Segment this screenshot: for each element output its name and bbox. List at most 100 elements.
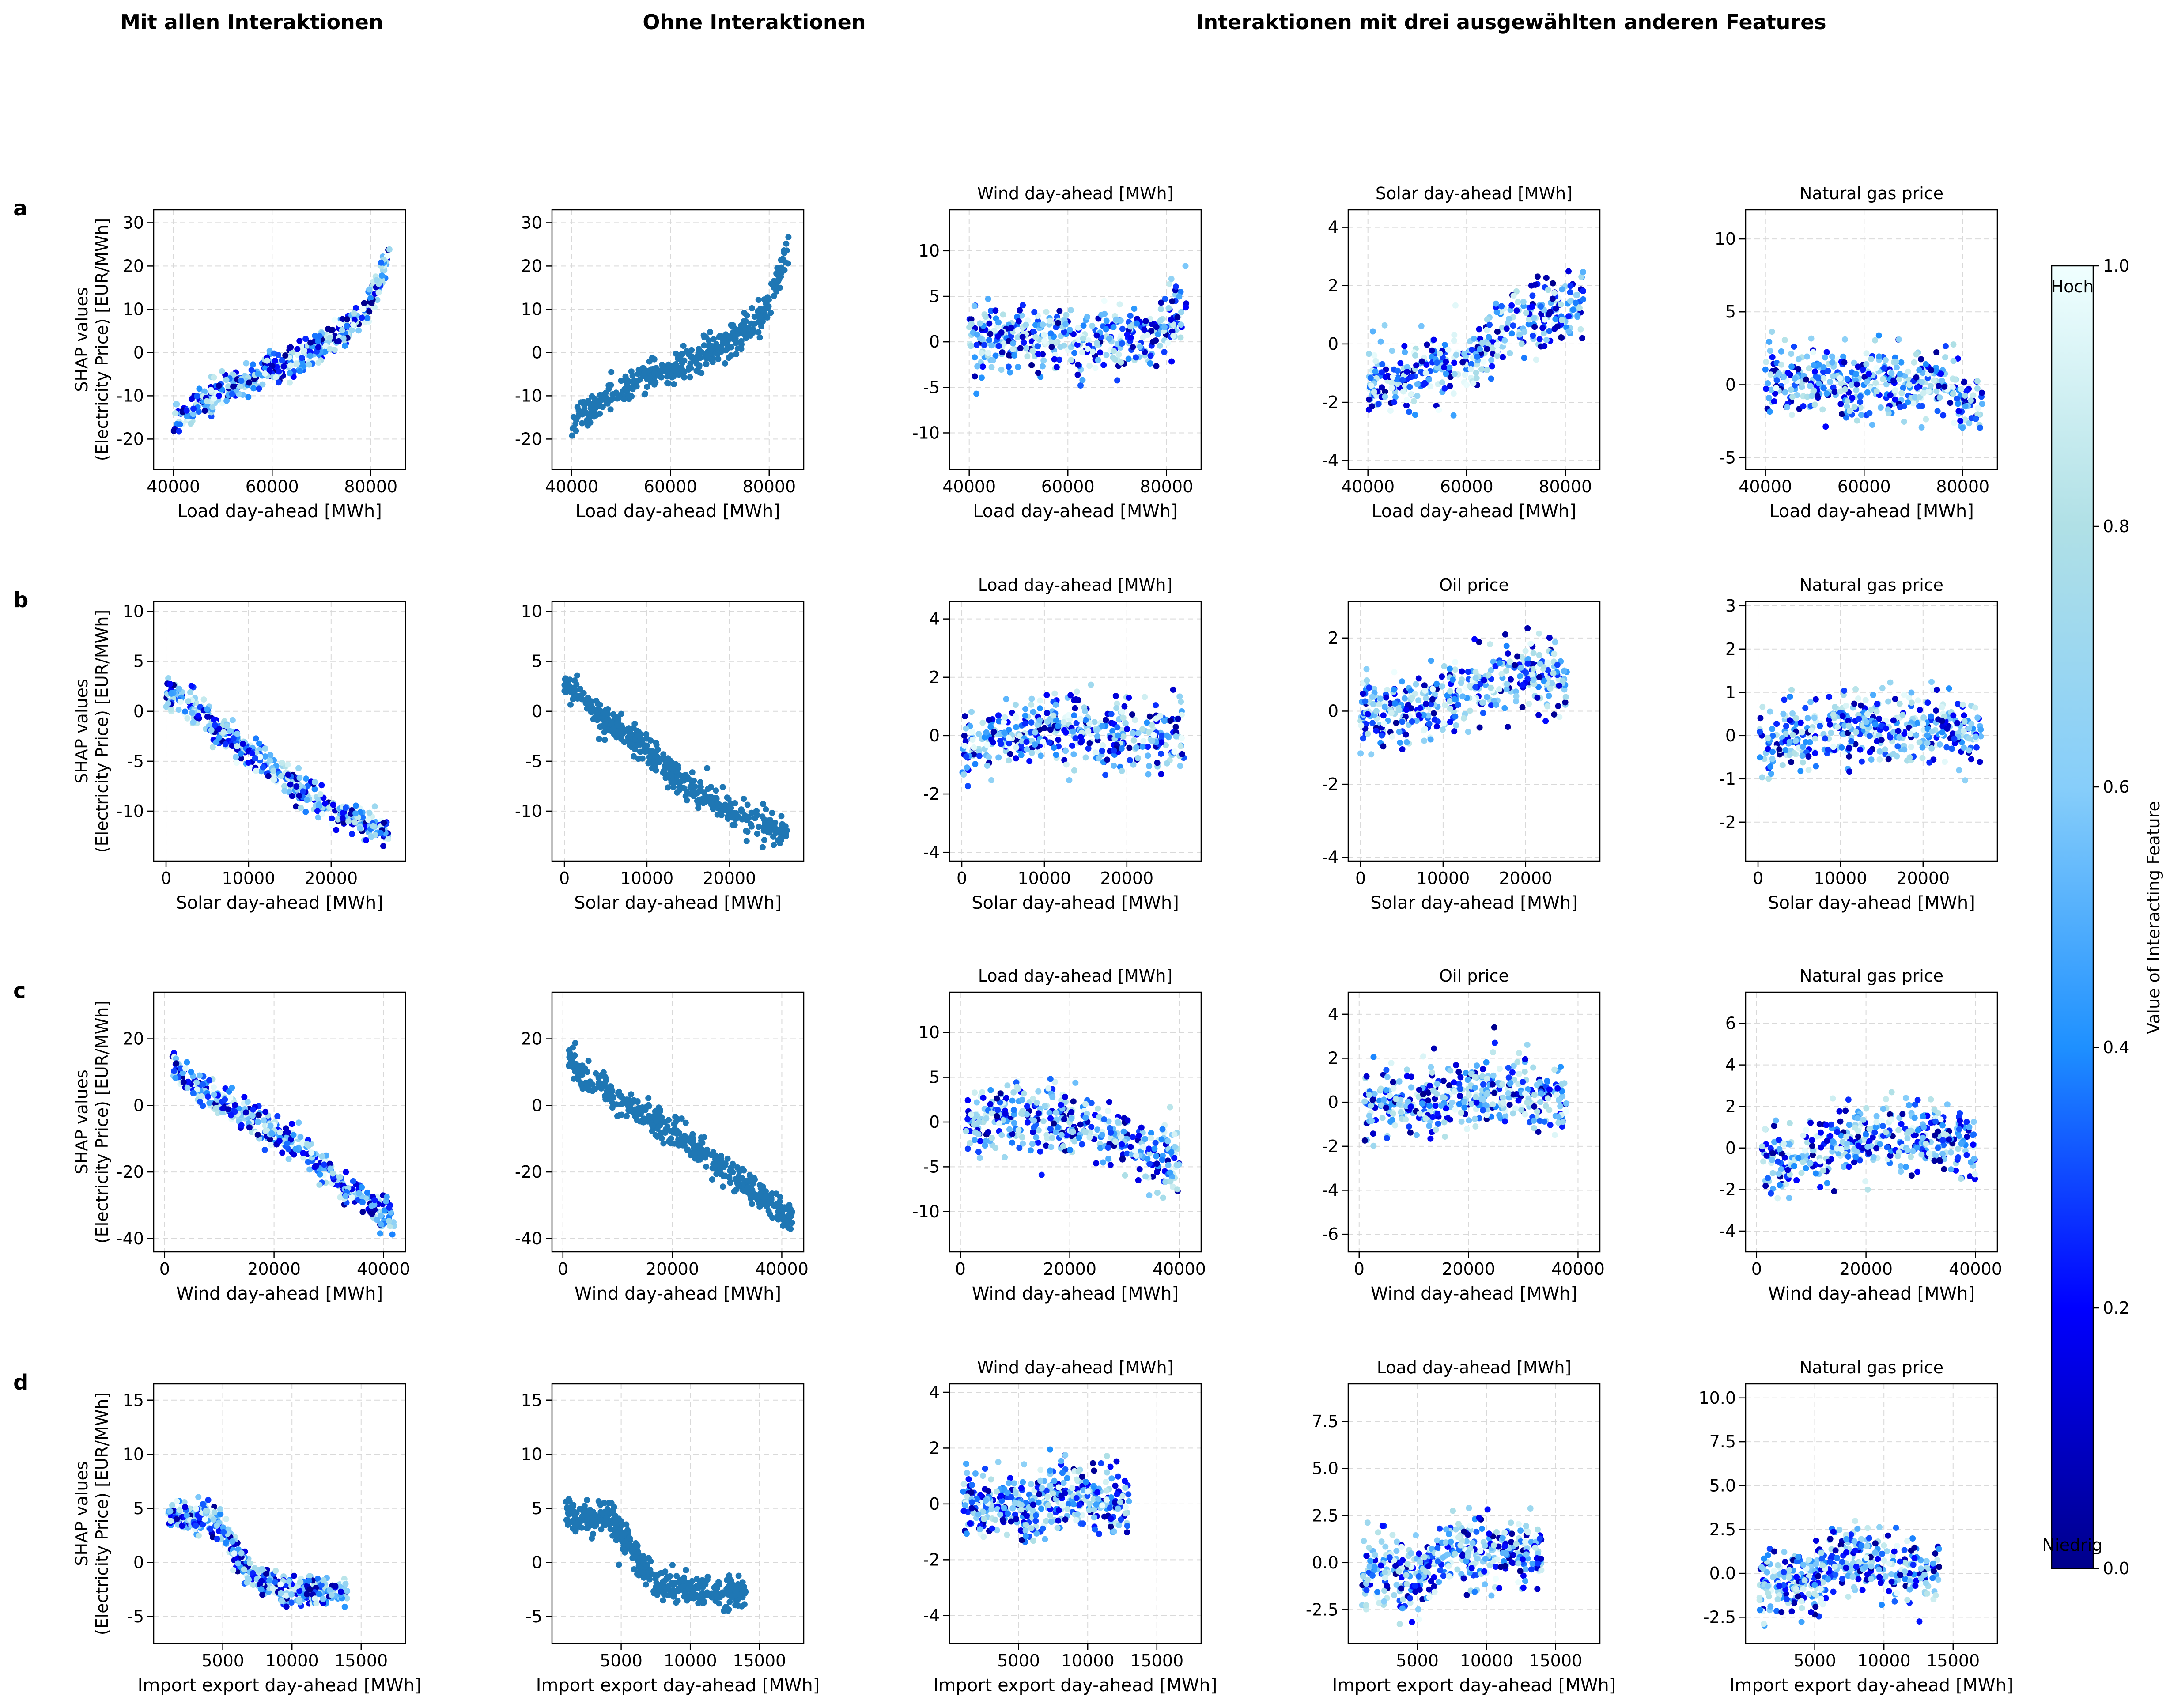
scatter-point — [1179, 735, 1185, 741]
scatter-point — [254, 1132, 261, 1138]
scatter-point — [984, 763, 990, 769]
scatter-point — [1120, 714, 1127, 721]
scatter-point — [775, 837, 781, 844]
scatter-point — [1883, 725, 1889, 732]
scatter-point — [1100, 362, 1107, 368]
scatter-point — [1153, 324, 1160, 330]
scatter-point — [1934, 408, 1941, 414]
scatter-point — [250, 361, 256, 368]
scatter-point — [1515, 299, 1521, 306]
scatter-point — [1934, 687, 1940, 693]
scatter-point — [195, 712, 202, 719]
scatter-point — [1811, 362, 1817, 368]
scatter-point — [784, 827, 790, 834]
scatter-point — [1782, 389, 1788, 396]
scatter-point — [1036, 717, 1043, 724]
scatter-point — [245, 760, 252, 766]
scatter-point — [1450, 412, 1457, 419]
scatter-point — [1401, 343, 1408, 349]
scatter-point — [1877, 404, 1884, 411]
scatter-point — [1459, 668, 1465, 675]
scatter-point — [1063, 312, 1070, 318]
scatter-point — [1504, 681, 1510, 688]
scatter-point — [1543, 275, 1550, 281]
scatter-point — [1905, 399, 1911, 406]
scatter-point — [1567, 289, 1573, 295]
scatter-point — [1800, 759, 1806, 766]
scatter-point — [1409, 718, 1415, 725]
scatter-point — [1134, 755, 1141, 761]
scatter-point — [962, 713, 968, 720]
scatter-point — [1467, 683, 1473, 689]
scatter-point — [1455, 702, 1461, 708]
scatter-point — [1897, 371, 1903, 378]
scatter-point — [1781, 374, 1787, 380]
scatter-point — [1954, 720, 1961, 726]
scatter-point — [188, 1069, 194, 1075]
scatter-point — [1908, 699, 1915, 706]
scatter-point — [386, 1218, 392, 1224]
scatter-point — [1864, 389, 1871, 396]
scatter-point — [266, 367, 273, 374]
scatter-point — [182, 1065, 189, 1072]
scatter-point — [1489, 363, 1495, 370]
scatter-point — [165, 675, 172, 681]
scatter-point — [190, 719, 197, 726]
scatter-point — [1531, 324, 1538, 330]
scatter-point — [1080, 322, 1087, 329]
scatter-point — [1834, 724, 1841, 730]
scatter-point — [276, 368, 282, 375]
scatter-point — [349, 1194, 355, 1201]
scatter-point — [1531, 314, 1537, 321]
scatter-point — [1015, 318, 1022, 325]
scatter-point — [1453, 351, 1459, 358]
scatter-point — [1968, 756, 1974, 763]
scatter-point — [1552, 316, 1559, 322]
scatter-point — [1171, 748, 1178, 755]
scatter-point — [983, 729, 990, 736]
scatter-point — [229, 743, 235, 749]
scatter-point — [966, 324, 973, 330]
scatter-point — [1521, 355, 1527, 361]
scatter-point — [342, 343, 348, 349]
scatter-point — [1118, 359, 1124, 366]
scatter-point — [1838, 744, 1845, 751]
scatter-point — [1573, 299, 1579, 306]
scatter-point — [1488, 684, 1494, 691]
scatter-point — [976, 752, 983, 759]
scatter-point — [969, 729, 975, 735]
scatter-point — [1174, 314, 1181, 321]
scatter-point — [1939, 704, 1945, 710]
scatter-point — [1817, 723, 1823, 729]
scatter-point — [215, 382, 222, 389]
scatter-point — [697, 355, 703, 361]
scatter-point — [1403, 731, 1409, 738]
scatter-point — [592, 709, 599, 715]
column-header-no-interactions: Ohne Interaktionen — [643, 10, 866, 34]
scatter-point — [586, 701, 592, 707]
scatter-point — [238, 1122, 245, 1129]
scatter-point — [1888, 370, 1895, 377]
scatter-point — [1905, 368, 1911, 375]
scatter-point — [1434, 364, 1440, 371]
scatter-point — [371, 1197, 378, 1203]
scatter-point — [330, 801, 336, 808]
scatter-point — [653, 741, 660, 748]
scatter-point — [363, 837, 369, 843]
scatter-point — [968, 343, 974, 349]
scatter-point — [1913, 732, 1919, 739]
scatter-point — [713, 787, 719, 794]
scatter-point — [1890, 751, 1897, 757]
scatter-point — [1546, 328, 1553, 334]
scatter-point — [1786, 739, 1793, 745]
scatter-point — [994, 333, 1001, 340]
scatter-point — [277, 1129, 283, 1136]
scatter-point — [658, 756, 665, 763]
scatter-point — [971, 302, 978, 309]
scatter-point — [1974, 411, 1981, 418]
scatter-point — [1820, 369, 1826, 375]
scatter-point — [1035, 370, 1041, 376]
scatter-point — [365, 816, 372, 823]
scatter-point — [1501, 705, 1508, 711]
